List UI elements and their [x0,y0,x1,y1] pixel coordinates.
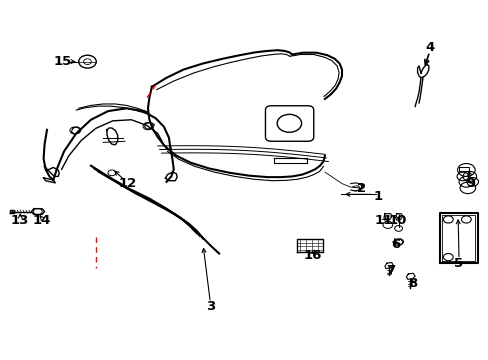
Text: 10: 10 [388,214,407,227]
Text: 9: 9 [466,177,475,190]
Text: 4: 4 [424,41,433,54]
Text: 5: 5 [453,257,463,270]
Text: 8: 8 [407,278,416,291]
Text: 13: 13 [11,214,29,227]
Text: 7: 7 [386,264,394,277]
Text: 14: 14 [33,214,51,227]
Text: 15: 15 [54,55,72,68]
Text: 16: 16 [303,249,321,262]
Text: 2: 2 [356,183,366,195]
Text: 3: 3 [205,300,215,313]
Text: 6: 6 [390,238,400,251]
Text: 12: 12 [118,177,136,190]
Text: 11: 11 [374,214,392,227]
Text: 1: 1 [373,190,383,203]
